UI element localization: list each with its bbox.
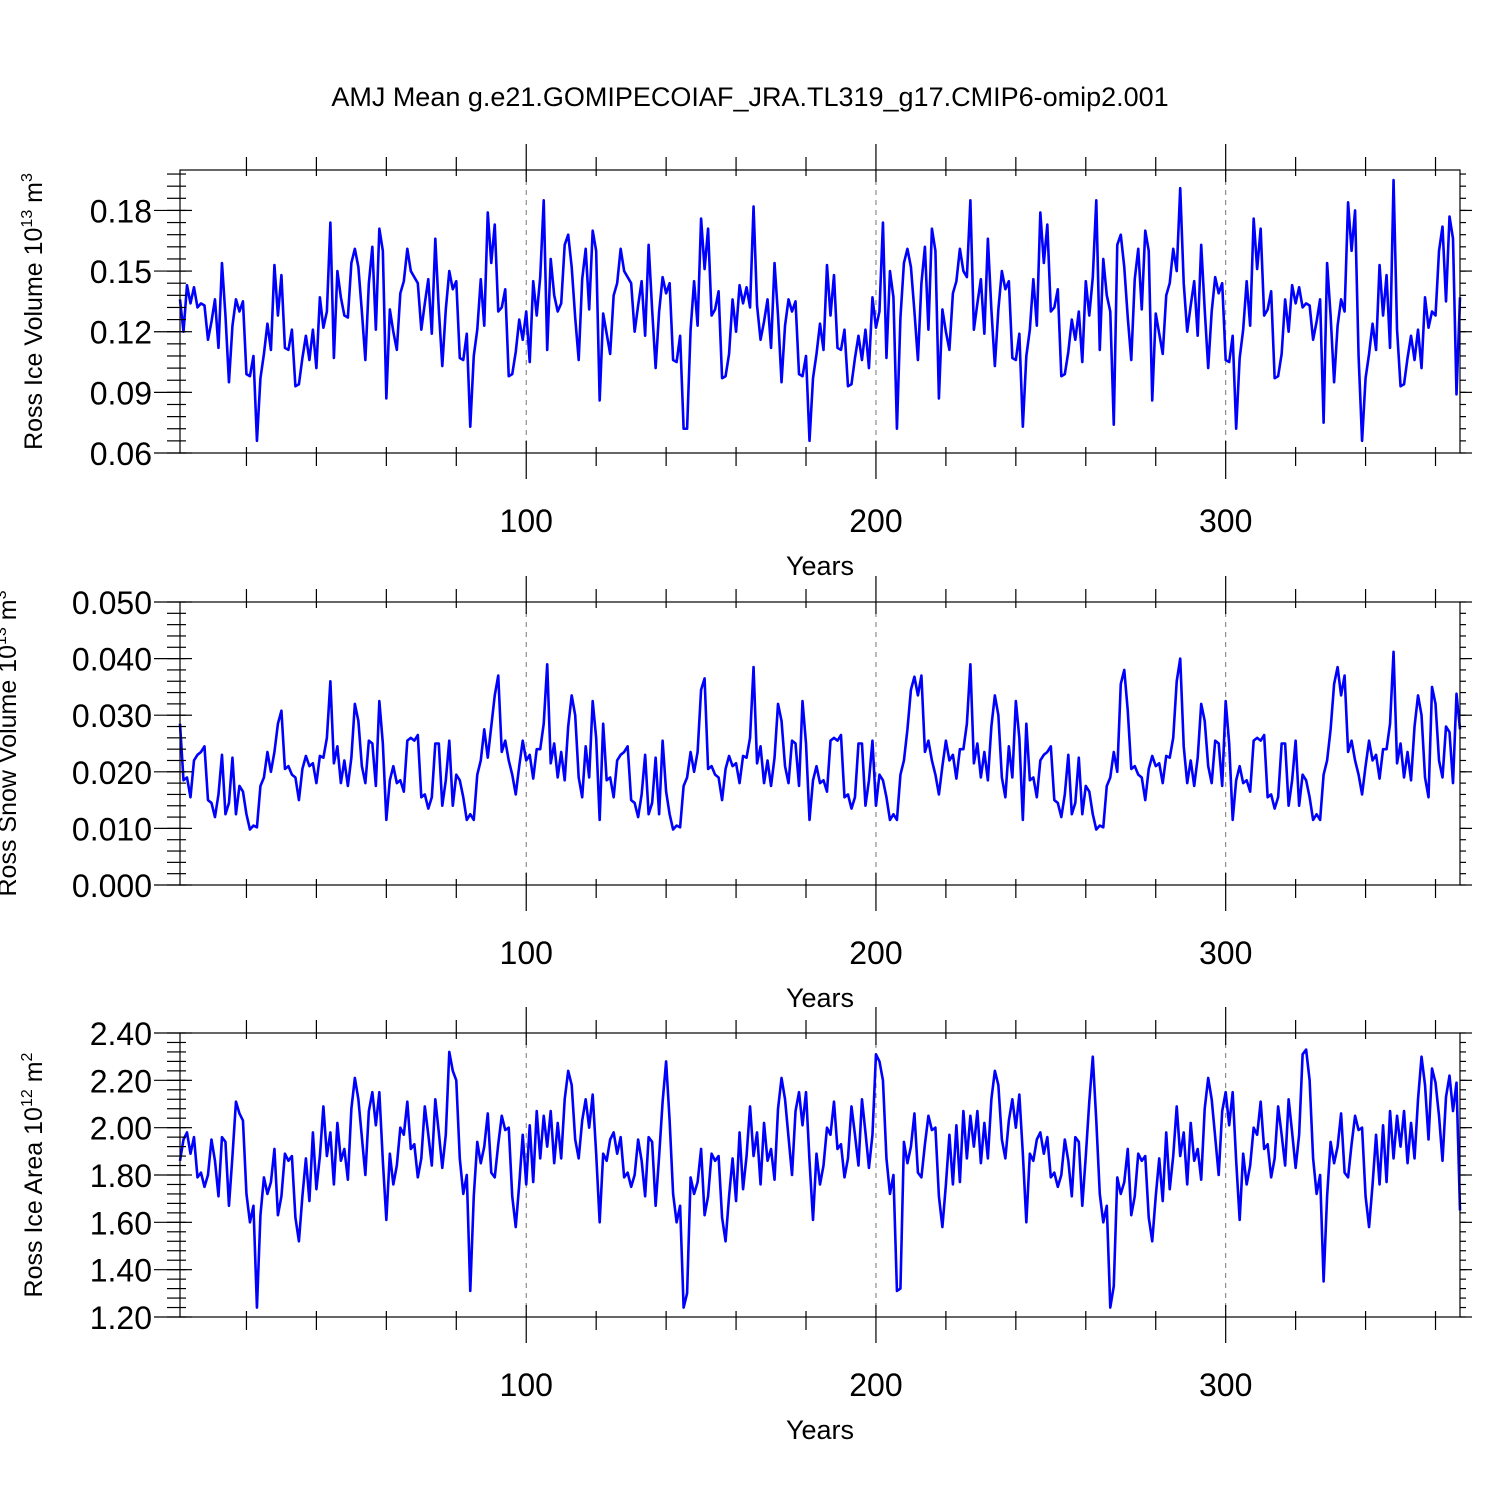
- x-tick-label: 300: [1199, 935, 1252, 971]
- x-axis-label: Years: [786, 551, 854, 581]
- x-tick-label: 200: [849, 503, 902, 539]
- x-tick-label: 300: [1199, 503, 1252, 539]
- y-tick-label: 0.12: [90, 315, 152, 351]
- y-axis-label-main: Ross Ice Volume 10: [20, 228, 48, 450]
- y-tick-label: 1.60: [90, 1205, 152, 1241]
- y-axis-label-unit-exponent: 3: [0, 590, 10, 599]
- plot-frame: [179, 169, 1461, 454]
- x-tick-label: 200: [849, 1367, 902, 1403]
- x-axis-label: Years: [786, 983, 854, 1013]
- panel-ice-area: 1.20 1.40 1.60 1.80 2.00 2.20 2.40 100 200 300 Yea…: [19, 1007, 1472, 1445]
- y-axis-label: Ross Snow Volume 1013 m3: [0, 590, 22, 896]
- y-axis-label-exponent: 13: [0, 627, 10, 645]
- panel-ice-volume: 0.06 0.09 0.12 0.15 0.18 100 200 300 Years Ross I…: [19, 144, 1472, 581]
- x-tick-label: 300: [1199, 1367, 1252, 1403]
- x-tick-label: 100: [500, 935, 553, 971]
- chart-title: AMJ Mean g.e21.GOMIPECOIAF_JRA.TL319_g17…: [331, 82, 1168, 112]
- y-tick-label: 1.20: [90, 1300, 152, 1336]
- y-tick-label: 2.40: [90, 1016, 152, 1052]
- y-tick-label: 0.010: [72, 811, 152, 847]
- y-tick-label: 2.00: [90, 1111, 152, 1147]
- x-tick-label: 100: [500, 503, 553, 539]
- y-axis-label-unit-exponent: 2: [19, 1052, 36, 1061]
- y-tick-label: 1.80: [90, 1158, 152, 1194]
- y-axis-label-exponent: 12: [19, 1089, 36, 1107]
- y-tick-label: 1.40: [90, 1253, 152, 1289]
- y-axis-label-main: Ross Snow Volume 10: [0, 645, 22, 897]
- series-line-snow-volume: [178, 650, 1462, 831]
- series-line-ice-volume: [178, 178, 1462, 443]
- y-tick-label: 0.030: [72, 698, 152, 734]
- x-tick-label: 200: [849, 935, 902, 971]
- y-axis-label-unit: m: [0, 599, 22, 627]
- y-tick-label: 0.040: [72, 642, 152, 678]
- y-axis-label-unit: m: [20, 1061, 48, 1089]
- x-axis-label: Years: [786, 1415, 854, 1445]
- y-axis-label-unit: m: [20, 182, 48, 210]
- y-tick-label: 0.15: [90, 254, 152, 290]
- y-axis-label: Ross Ice Volume 1013 m3: [19, 173, 48, 450]
- y-tick-label: 0.06: [90, 436, 152, 472]
- y-tick-label: 0.000: [72, 868, 152, 904]
- y-tick-label: 0.020: [72, 755, 152, 791]
- panel-snow-volume: 0.000 0.010 0.020 0.030 0.040 0.050 100 200 300 Y…: [0, 576, 1472, 1013]
- y-tick-label: 0.050: [72, 585, 152, 621]
- y-axis-label: Ross Ice Area 1012 m2: [19, 1052, 48, 1297]
- y-tick-label: 0.09: [90, 375, 152, 411]
- y-tick-label: 2.20: [90, 1063, 152, 1099]
- series-line-ice-area: [178, 1048, 1462, 1309]
- x-tick-label: 100: [500, 1367, 553, 1403]
- y-axis-label-main: Ross Ice Area 10: [20, 1107, 48, 1297]
- y-axis-label-exponent: 13: [19, 210, 36, 228]
- y-tick-label: 0.18: [90, 193, 152, 229]
- y-axis-label-unit-exponent: 3: [19, 173, 36, 182]
- plot-frame: [179, 601, 1461, 886]
